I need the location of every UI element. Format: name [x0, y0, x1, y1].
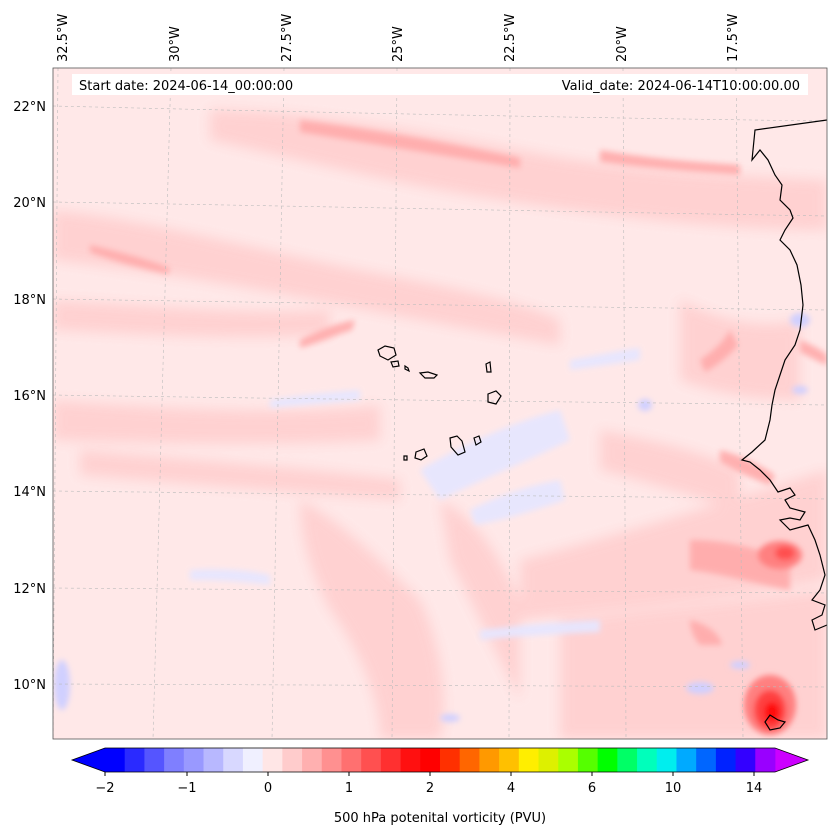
- colorbar-cell: [479, 748, 500, 772]
- lon-label: 20°W: [615, 26, 630, 62]
- colorbar-tick-label: −2: [95, 781, 114, 796]
- colorbar-cell: [637, 748, 658, 772]
- colorbar-cell: [676, 748, 697, 772]
- colorbar-tick-label: 6: [588, 781, 596, 796]
- colorbar-tick-label: 1: [345, 781, 353, 796]
- colorbar-cell: [518, 748, 539, 772]
- colorbar-cell: [203, 748, 224, 772]
- colorbar-cell: [242, 748, 264, 772]
- colorbar-cell: [715, 748, 736, 772]
- colorbar-cell: [302, 748, 323, 772]
- lat-label: 16°N: [13, 389, 46, 404]
- colorbar-cells: [105, 748, 776, 772]
- pv-contours: [53, 68, 827, 739]
- colorbar-tick-label: 2: [426, 781, 434, 796]
- longitude-labels: 32.5°W 30°W 27.5°W 25°W 22.5°W 20°W 17.5…: [56, 14, 741, 62]
- colorbar-cell: [380, 748, 401, 772]
- lat-label: 14°N: [13, 485, 46, 500]
- colorbar-ticks: [104, 772, 755, 776]
- colorbar-cell: [755, 748, 776, 772]
- colorbar-cell: [558, 748, 579, 772]
- colorbar-cell: [105, 748, 126, 772]
- colorbar-cell: [696, 748, 717, 772]
- valid-date-label: Valid_date: 2024-06-14T10:00:00.00: [562, 79, 800, 94]
- lat-label: 18°N: [13, 293, 46, 308]
- lat-label: 20°N: [13, 196, 46, 211]
- colorbar-tick-label: −1: [177, 781, 196, 796]
- colorbar-cell: [577, 748, 599, 772]
- lon-label: 32.5°W: [56, 14, 71, 62]
- cape-verde-islands: [377, 345, 502, 461]
- lon-label: 25°W: [391, 26, 406, 62]
- africa-coastline: [740, 119, 827, 631]
- header-background: [72, 74, 808, 95]
- gridlines: [53, 68, 827, 739]
- start-date-label: Start date: 2024-06-14_00:00:00: [79, 79, 293, 94]
- colorbar-cell: [617, 748, 638, 772]
- colorbar-tick-label: 10: [665, 781, 682, 796]
- colorbar-tick-label: 4: [507, 781, 515, 796]
- colorbar-cell: [400, 748, 421, 772]
- colorbar: −2 −1 0 1 2 4 6 10 14 500 hPa potenital …: [70, 747, 810, 826]
- lon-label: 22.5°W: [503, 14, 518, 62]
- header-bar: Start date: 2024-06-14_00:00:00 Valid_da…: [72, 74, 808, 95]
- lat-label: 10°N: [13, 678, 46, 693]
- colorbar-tick-labels: −2 −1 0 1 2 4 6 10 14: [95, 781, 762, 796]
- lon-label: 30°W: [168, 26, 183, 62]
- lat-label: 22°N: [13, 100, 46, 115]
- colorbar-tick-label: 14: [746, 781, 763, 796]
- colorbar-extend-low: [72, 748, 105, 772]
- colorbar-cell: [144, 748, 165, 772]
- colorbar-cell: [656, 748, 677, 772]
- colorbar-cell: [735, 748, 756, 772]
- colorbar-cell: [223, 748, 244, 772]
- colorbar-cell: [538, 748, 559, 772]
- colorbar-cell: [262, 748, 283, 772]
- lon-label: 17.5°W: [726, 14, 741, 62]
- colorbar-cell: [459, 748, 480, 772]
- colorbar-extend-high: [775, 748, 808, 772]
- colorbar-tick-label: 0: [264, 781, 272, 796]
- map-frame: [52, 67, 828, 740]
- guinea-coast-islands: [764, 714, 787, 731]
- colorbar-cell: [420, 748, 441, 772]
- colorbar-cell: [183, 748, 204, 772]
- lon-label: 27.5°W: [280, 14, 295, 62]
- colorbar-cell: [282, 748, 303, 772]
- colorbar-cell: [124, 748, 145, 772]
- lat-label: 12°N: [13, 582, 46, 597]
- map-area: [52, 67, 828, 740]
- latitude-labels: 22°N 20°N 18°N 16°N 14°N 12°N 10°N: [13, 100, 46, 693]
- colorbar-cell: [361, 748, 382, 772]
- colorbar-cell: [440, 748, 461, 772]
- colorbar-cell: [164, 748, 185, 772]
- colorbar-label: 500 hPa potenital vorticity (PVU): [334, 811, 546, 826]
- colorbar-cell: [597, 748, 618, 772]
- colorbar-cell: [321, 748, 342, 772]
- colorbar-cell: [499, 748, 520, 772]
- colorbar-cell: [341, 748, 362, 772]
